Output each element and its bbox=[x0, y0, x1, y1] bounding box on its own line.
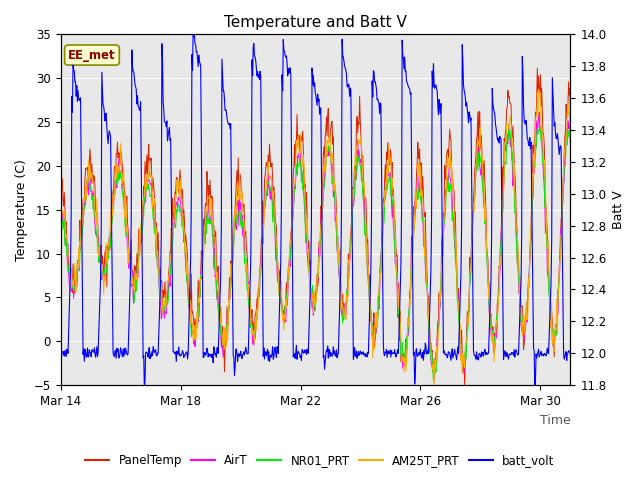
X-axis label: Time: Time bbox=[540, 414, 570, 427]
Y-axis label: Temperature (C): Temperature (C) bbox=[15, 159, 28, 261]
Text: EE_met: EE_met bbox=[68, 48, 116, 61]
Y-axis label: Batt V: Batt V bbox=[612, 191, 625, 229]
Title: Temperature and Batt V: Temperature and Batt V bbox=[224, 15, 407, 30]
Legend: PanelTemp, AirT, NR01_PRT, AM25T_PRT, batt_volt: PanelTemp, AirT, NR01_PRT, AM25T_PRT, ba… bbox=[81, 449, 559, 472]
